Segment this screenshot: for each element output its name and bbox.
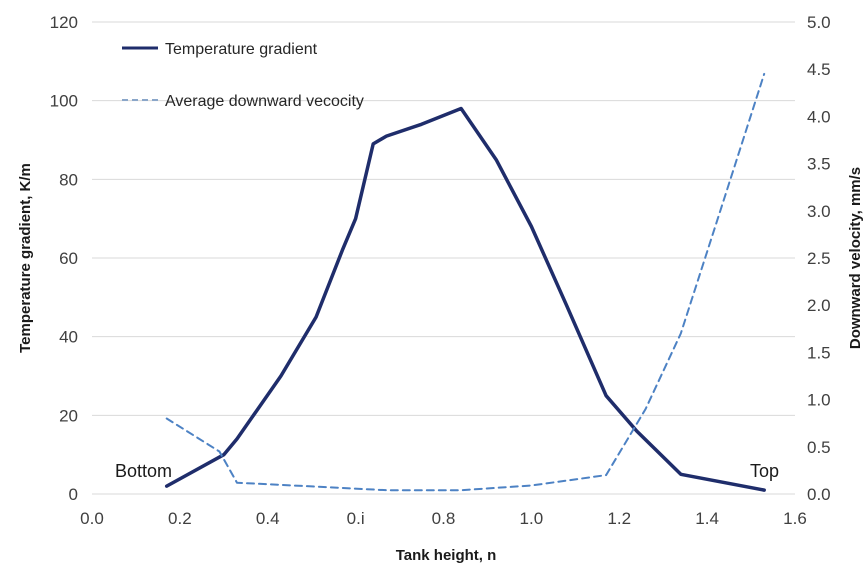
x-tick-label: 1.2 [607,509,631,528]
y2-tick-label: 2.0 [807,296,831,315]
y-tick-label: 40 [59,328,78,347]
y2-tick-label: 5.0 [807,13,831,32]
y2-tick-label: 1.0 [807,391,831,410]
gridlines [92,21,795,495]
x-tick-label: 0.2 [168,509,192,528]
y-tick-label: 100 [50,92,78,111]
x-tick-label: 0.4 [256,509,280,528]
y2-tick-label: 2.5 [807,249,831,268]
legend: Temperature gradient Average downward ve… [122,41,364,110]
x-tick-label: 0.8 [432,509,456,528]
y-axis-title: Temperature gradient, K/m [17,163,34,353]
top-annotation: Top [750,461,779,481]
y2-tick-label: 0.5 [807,438,831,457]
y-axis-ticks: 0 20 40 60 80 100 120 [50,13,78,504]
x-axis-title: Tank height, n [396,547,497,564]
bottom-annotation: Bottom [115,461,172,481]
y-tick-label: 60 [59,249,78,268]
y-tick-label: 20 [59,406,78,425]
y2-tick-label: 4.0 [807,107,831,126]
temperature-series-line [164,106,766,492]
series-lines [164,72,766,492]
y2-tick-label: 3.5 [807,155,831,174]
x-tick-label: 1.0 [520,509,544,528]
legend-label-velocity: Average downward vecocity [165,93,364,110]
x-tick-label: 1.6 [783,509,807,528]
x-axis-ticks: 0.0 0.2 0.4 0.i 0.8 1.0 1.2 1.4 1.6 [80,509,807,528]
y-tick-label: 120 [50,13,78,32]
legend-label-temperature: Temperature gradient [165,41,318,58]
y-tick-label: 0 [69,485,78,504]
y2-tick-label: 0.0 [807,485,831,504]
x-tick-label: 1.4 [695,509,719,528]
y2-tick-label: 3.0 [807,202,831,221]
y2-axis-ticks: 0.0 0.5 1.0 1.5 2.0 2.5 3.0 3.5 4.0 4.5 5.0 [807,13,831,504]
x-tick-label: 0.0 [80,509,104,528]
y2-tick-label: 4.5 [807,60,831,79]
x-tick-label: 0.i [347,509,365,528]
y-tick-label: 80 [59,170,78,189]
y2-axis-title: Downward velocity, mm/s [847,167,864,349]
y2-tick-label: 1.5 [807,343,831,362]
velocity-series-line [165,72,766,492]
